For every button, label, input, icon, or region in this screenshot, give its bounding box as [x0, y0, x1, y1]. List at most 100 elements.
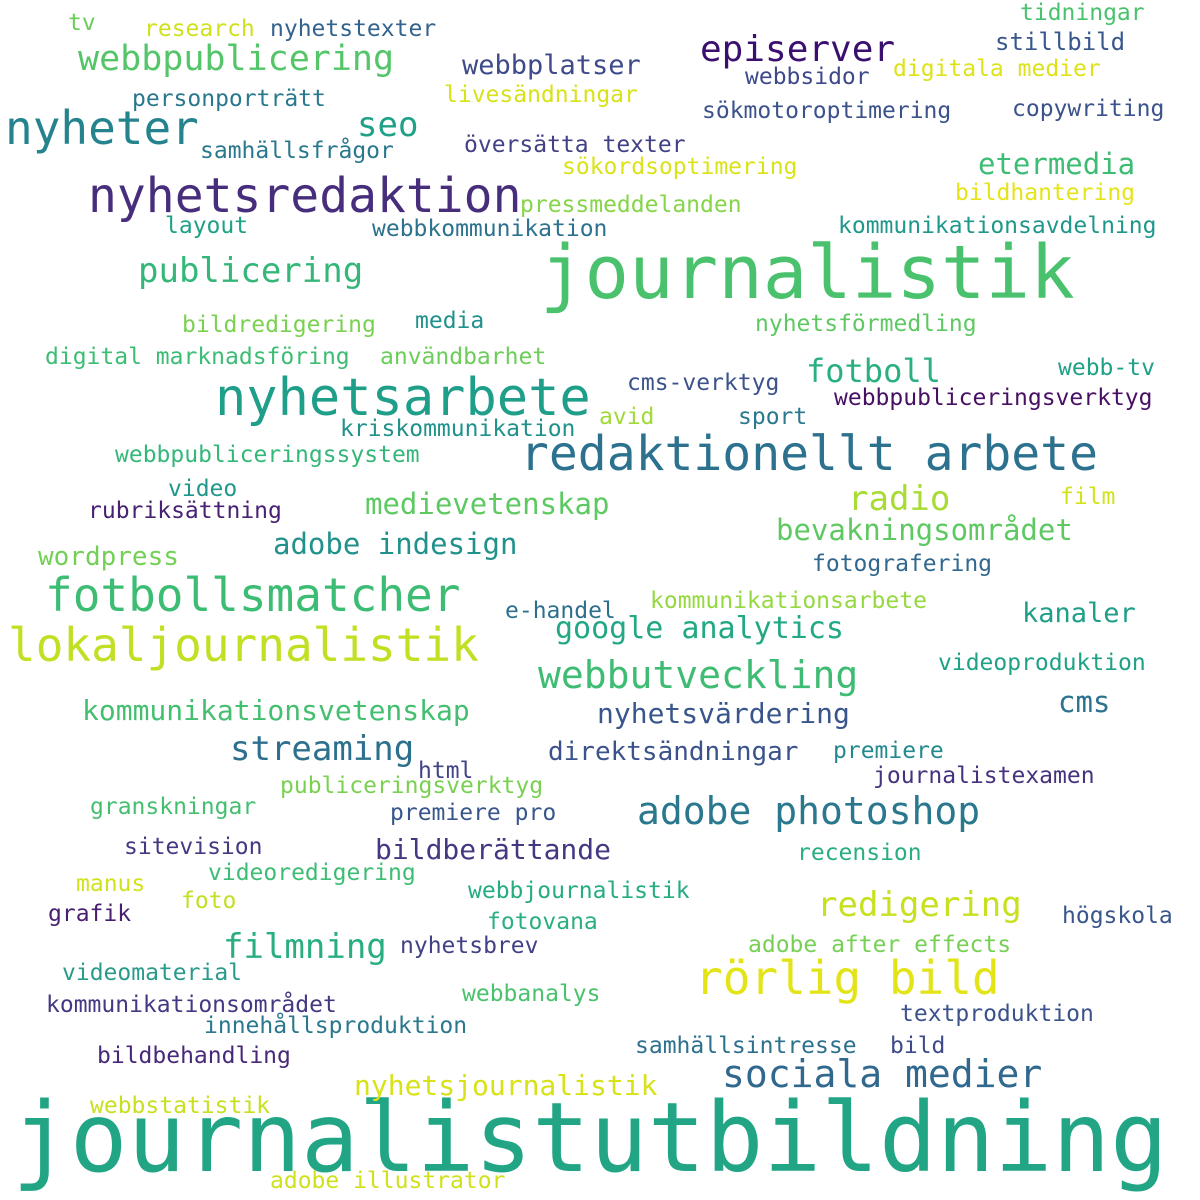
word-samhallsfragor: samhällsfrågor — [200, 138, 394, 164]
word-wordpress: wordpress — [38, 542, 179, 572]
word-adobe-illustrator: adobe illustrator — [270, 1168, 506, 1194]
word-e-handel: e-handel — [505, 598, 616, 624]
word-google-analytics: google analytics — [555, 611, 844, 646]
word-fotografering: fotografering — [812, 551, 993, 577]
word-sociala-medier: sociala medier — [722, 1052, 1043, 1096]
word-redaktionellt-arbete: redaktionellt arbete — [520, 426, 1098, 482]
word-textproduktion: textproduktion — [900, 1001, 1094, 1027]
word-streaming: streaming — [230, 729, 415, 769]
word-sitevision: sitevision — [124, 834, 263, 860]
word-adobe-after-effects: adobe after effects — [748, 932, 1012, 958]
word-personportratt: personporträtt — [132, 86, 326, 112]
word-lokaljournalistik: lokaljournalistik — [8, 618, 479, 672]
word-webbpubliceringssystem: webbpubliceringssystem — [115, 442, 420, 468]
word-media: media — [415, 308, 485, 334]
word-webbsidor: webbsidor — [745, 64, 870, 90]
word-digitala-medier: digitala medier — [893, 56, 1101, 82]
word-webbpubliceringsverktyg: webbpubliceringsverktyg — [834, 385, 1153, 411]
word-stillbild: stillbild — [995, 28, 1126, 56]
word-radio: radio — [848, 479, 951, 519]
word-bildberattande: bildberättande — [375, 833, 612, 866]
word-kriskommunikation: kriskommunikation — [340, 416, 576, 442]
word-granskningar: granskningar — [90, 794, 257, 820]
word-etermedia: etermedia — [978, 147, 1136, 181]
word-innehallsproduktion: innehållsproduktion — [204, 1013, 468, 1039]
word-hogskola: högskola — [1062, 903, 1173, 929]
word-direktsandningar: direktsändningar — [548, 737, 799, 767]
word-webbutveckling: webbutveckling — [538, 653, 859, 697]
word-tidningar: tidningar — [1020, 0, 1145, 26]
word-bevakningsomradet: bevakningsområdet — [776, 513, 1073, 547]
word-bild: bild — [890, 1033, 946, 1059]
word-adobe-indesign: adobe indesign — [273, 527, 518, 561]
word-videomaterial: videomaterial — [62, 960, 243, 986]
word-sokmotoroptimering: sökmotoroptimering — [702, 98, 952, 124]
word-nyhetsvardering: nyhetsvärdering — [597, 697, 850, 730]
word-sport: sport — [738, 404, 808, 430]
word-kommunikationsomradet: kommunikationsområdet — [46, 992, 337, 1018]
word-fotovana: fotovana — [487, 909, 598, 935]
word-kommunikationsvetenskap: kommunikationsvetenskap — [82, 694, 470, 727]
word-digital-marknadsforing: digital marknadsföring — [45, 344, 350, 370]
word-filmning: filmning — [223, 927, 387, 967]
word-kommunikationsavdelning: kommunikationsavdelning — [838, 213, 1157, 239]
word-bildredigering: bildredigering — [182, 312, 376, 338]
word-publiceringsverktyg: publiceringsverktyg — [280, 773, 544, 799]
word-rorlig-bild: rörlig bild — [695, 951, 1000, 1005]
word-webbanalys: webbanalys — [462, 981, 601, 1007]
word-publicering: publicering — [138, 251, 364, 291]
word-kommunikationsarbete: kommunikationsarbete — [650, 588, 927, 614]
word-nyhetsformedling: nyhetsförmedling — [755, 311, 977, 337]
word-videoproduktion: videoproduktion — [938, 650, 1146, 676]
word-webbkommunikation: webbkommunikation — [372, 216, 608, 242]
word-kanaler: kanaler — [1022, 598, 1136, 629]
word-webbplatser: webbplatser — [462, 50, 641, 81]
word-tv: tv — [68, 10, 96, 36]
word-adobe-photoshop: adobe photoshop — [637, 789, 981, 833]
word-nyhetstexter: nyhetstexter — [270, 16, 437, 42]
word-nyhetsarbete: nyhetsarbete — [215, 368, 591, 428]
word-bildbehandling: bildbehandling — [97, 1043, 291, 1069]
word-redigering: redigering — [817, 885, 1022, 925]
word-livesandningar: livesändningar — [444, 82, 638, 108]
word-cms-verktyg: cms-verktyg — [627, 370, 780, 396]
word-grafik: grafik — [48, 901, 132, 927]
word-journalistik: journalistik — [540, 230, 1075, 316]
word-cms: cms — [1058, 685, 1111, 719]
word-research: research — [144, 16, 255, 42]
word-webbpublicering: webbpublicering — [78, 39, 395, 79]
word-foto: foto — [181, 888, 237, 914]
word-webb-tv: webb-tv — [1058, 355, 1155, 381]
word-episerver: episerver — [700, 29, 896, 70]
word-journalistutbildning: journalistutbildning — [12, 1082, 1168, 1194]
word-copywriting: copywriting — [1012, 96, 1165, 122]
word-nyhetsbrev: nyhetsbrev — [400, 933, 539, 959]
word-seo: seo — [357, 105, 419, 145]
word-nyheter: nyheter — [5, 101, 199, 155]
word-samhallsintresse: samhällsintresse — [635, 1033, 857, 1059]
word-manus: manus — [76, 871, 146, 897]
word-sokordsoptimering: sökordsoptimering — [562, 154, 798, 180]
word-journalistexamen: journalistexamen — [873, 763, 1095, 789]
word-pressmeddelanden: pressmeddelanden — [520, 192, 742, 218]
word-layout: layout — [165, 213, 249, 239]
word-premiere: premiere — [833, 738, 944, 764]
word-bildhantering: bildhantering — [955, 180, 1136, 206]
word-fotbollsmatcher: fotbollsmatcher — [45, 568, 461, 622]
word-webbjournalistik: webbjournalistik — [468, 878, 690, 904]
word-recension: recension — [797, 840, 922, 866]
word-nyhetsjournalistik: nyhetsjournalistik — [354, 1069, 658, 1102]
word-html: html — [418, 758, 474, 784]
word-videoredigering: videoredigering — [208, 860, 416, 886]
word-medievetenskap: medievetenskap — [365, 487, 610, 521]
word-video: video — [168, 476, 238, 502]
word-webbstatistik: webbstatistik — [90, 1093, 271, 1119]
word-avid: avid — [599, 404, 655, 430]
word-nyhetsredaktion: nyhetsredaktion — [88, 168, 522, 224]
word-anvandbarhet: användbarhet — [380, 344, 547, 370]
word-film: film — [1060, 484, 1116, 510]
word-rubriksattning: rubriksättning — [88, 498, 282, 524]
word-oversatta-texter: översätta texter — [464, 132, 686, 158]
word-premiere-pro: premiere pro — [390, 800, 557, 826]
